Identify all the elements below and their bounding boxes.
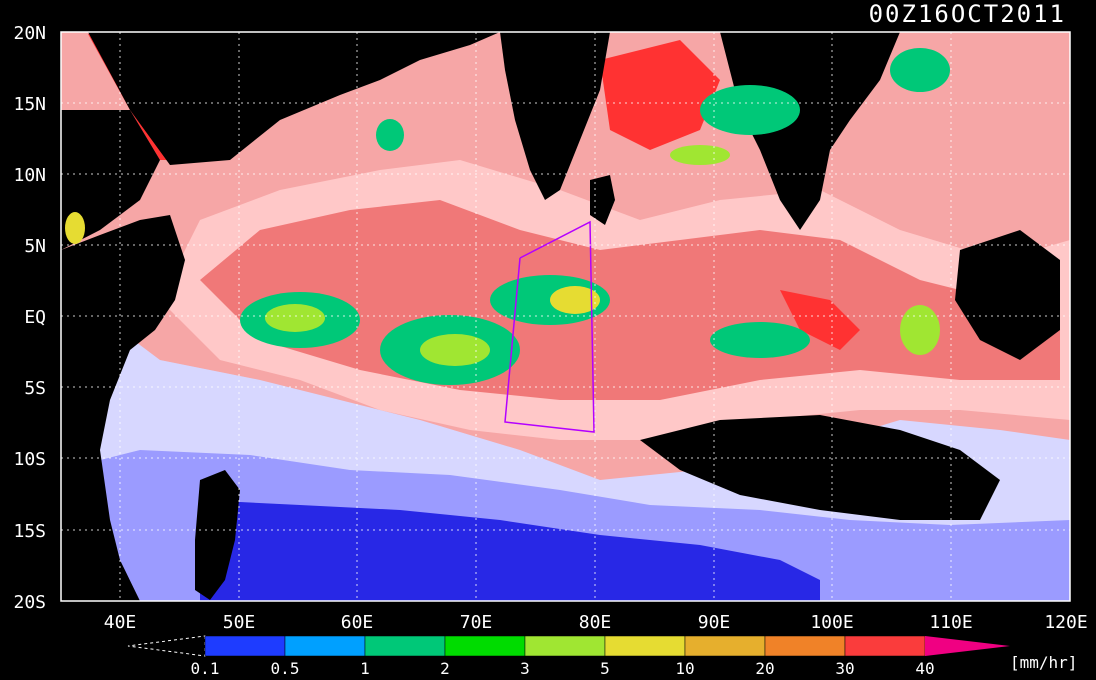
lon-label: 100E xyxy=(810,612,853,633)
lat-label: 5S xyxy=(24,378,46,399)
colorbar-tick-label: 3 xyxy=(520,659,530,678)
lon-label: 110E xyxy=(929,612,972,633)
colorbar-segment xyxy=(524,635,606,657)
lat-label: 20N xyxy=(13,23,46,44)
lat-label: 5N xyxy=(24,236,46,257)
land-india xyxy=(500,32,610,200)
map-title: 00Z16OCT2011 xyxy=(869,0,1066,28)
colorbar-tick-label: 1 xyxy=(360,659,370,678)
lon-label: 90E xyxy=(698,612,731,633)
colorbar-tick-label: 20 xyxy=(755,659,774,678)
land-madagascar xyxy=(195,470,240,600)
colorbar: 0.1 0.5 1 2 3 5 10 20 30 40 xyxy=(127,635,1010,678)
lon-label: 50E xyxy=(223,612,256,633)
lon-label: 80E xyxy=(579,612,612,633)
grid-lines xyxy=(61,32,1070,601)
land-australia-edge xyxy=(640,415,1000,520)
colorbar-unit: [mm/hr] xyxy=(1010,653,1077,672)
colorbar-segment xyxy=(764,635,846,657)
land-borneo xyxy=(955,230,1060,360)
lat-label: 10S xyxy=(13,449,46,470)
colorbar-tick-label: 0.5 xyxy=(271,659,300,678)
map-border xyxy=(60,31,1071,602)
lat-label: EQ xyxy=(24,307,46,328)
ocean-deep-band xyxy=(200,500,820,601)
colorbar-segment xyxy=(204,635,286,657)
colorbar-tick-label: 5 xyxy=(600,659,610,678)
lat-label: 15S xyxy=(13,521,46,542)
lon-label: 40E xyxy=(104,612,137,633)
colorbar-high-arrow xyxy=(925,636,1010,656)
colorbar-segment xyxy=(844,635,926,657)
colorbar-segment xyxy=(444,635,526,657)
land-arabia xyxy=(61,32,500,165)
colorbar-tick-label: 10 xyxy=(675,659,694,678)
land-africa xyxy=(61,215,185,601)
colorbar-segment xyxy=(364,635,446,657)
colorbar-segment xyxy=(604,635,686,657)
lat-labels: 20N 15N 10N 5N EQ 5S 10S 15S 20S xyxy=(13,23,46,613)
rain-heavy-sumatra xyxy=(780,290,860,350)
colorbar-tick-label: 30 xyxy=(835,659,854,678)
lat-label: 15N xyxy=(13,94,46,115)
colorbar-low-arrow xyxy=(127,635,206,657)
colorbar-tick-label: 40 xyxy=(915,659,934,678)
rain-heavy-bay xyxy=(600,40,720,150)
colorbar-segment xyxy=(684,635,766,657)
lat-label: 20S xyxy=(13,592,46,613)
analysis-box xyxy=(504,220,595,433)
lon-labels: 40E 50E 60E 70E 80E 90E 100E 110E 120E xyxy=(104,612,1088,633)
land-sri-lanka xyxy=(590,175,615,225)
land-arabia-south xyxy=(61,110,160,250)
lat-label: 10N xyxy=(13,165,46,186)
lon-label: 60E xyxy=(341,612,374,633)
colorbar-tick-label: 0.1 xyxy=(191,659,220,678)
lon-label: 120E xyxy=(1044,612,1087,633)
land-indochina xyxy=(720,32,900,230)
convection-clusters xyxy=(65,48,950,385)
lon-label: 70E xyxy=(460,612,493,633)
colorbar-segment xyxy=(284,635,366,657)
colorbar-tick-label: 2 xyxy=(440,659,450,678)
